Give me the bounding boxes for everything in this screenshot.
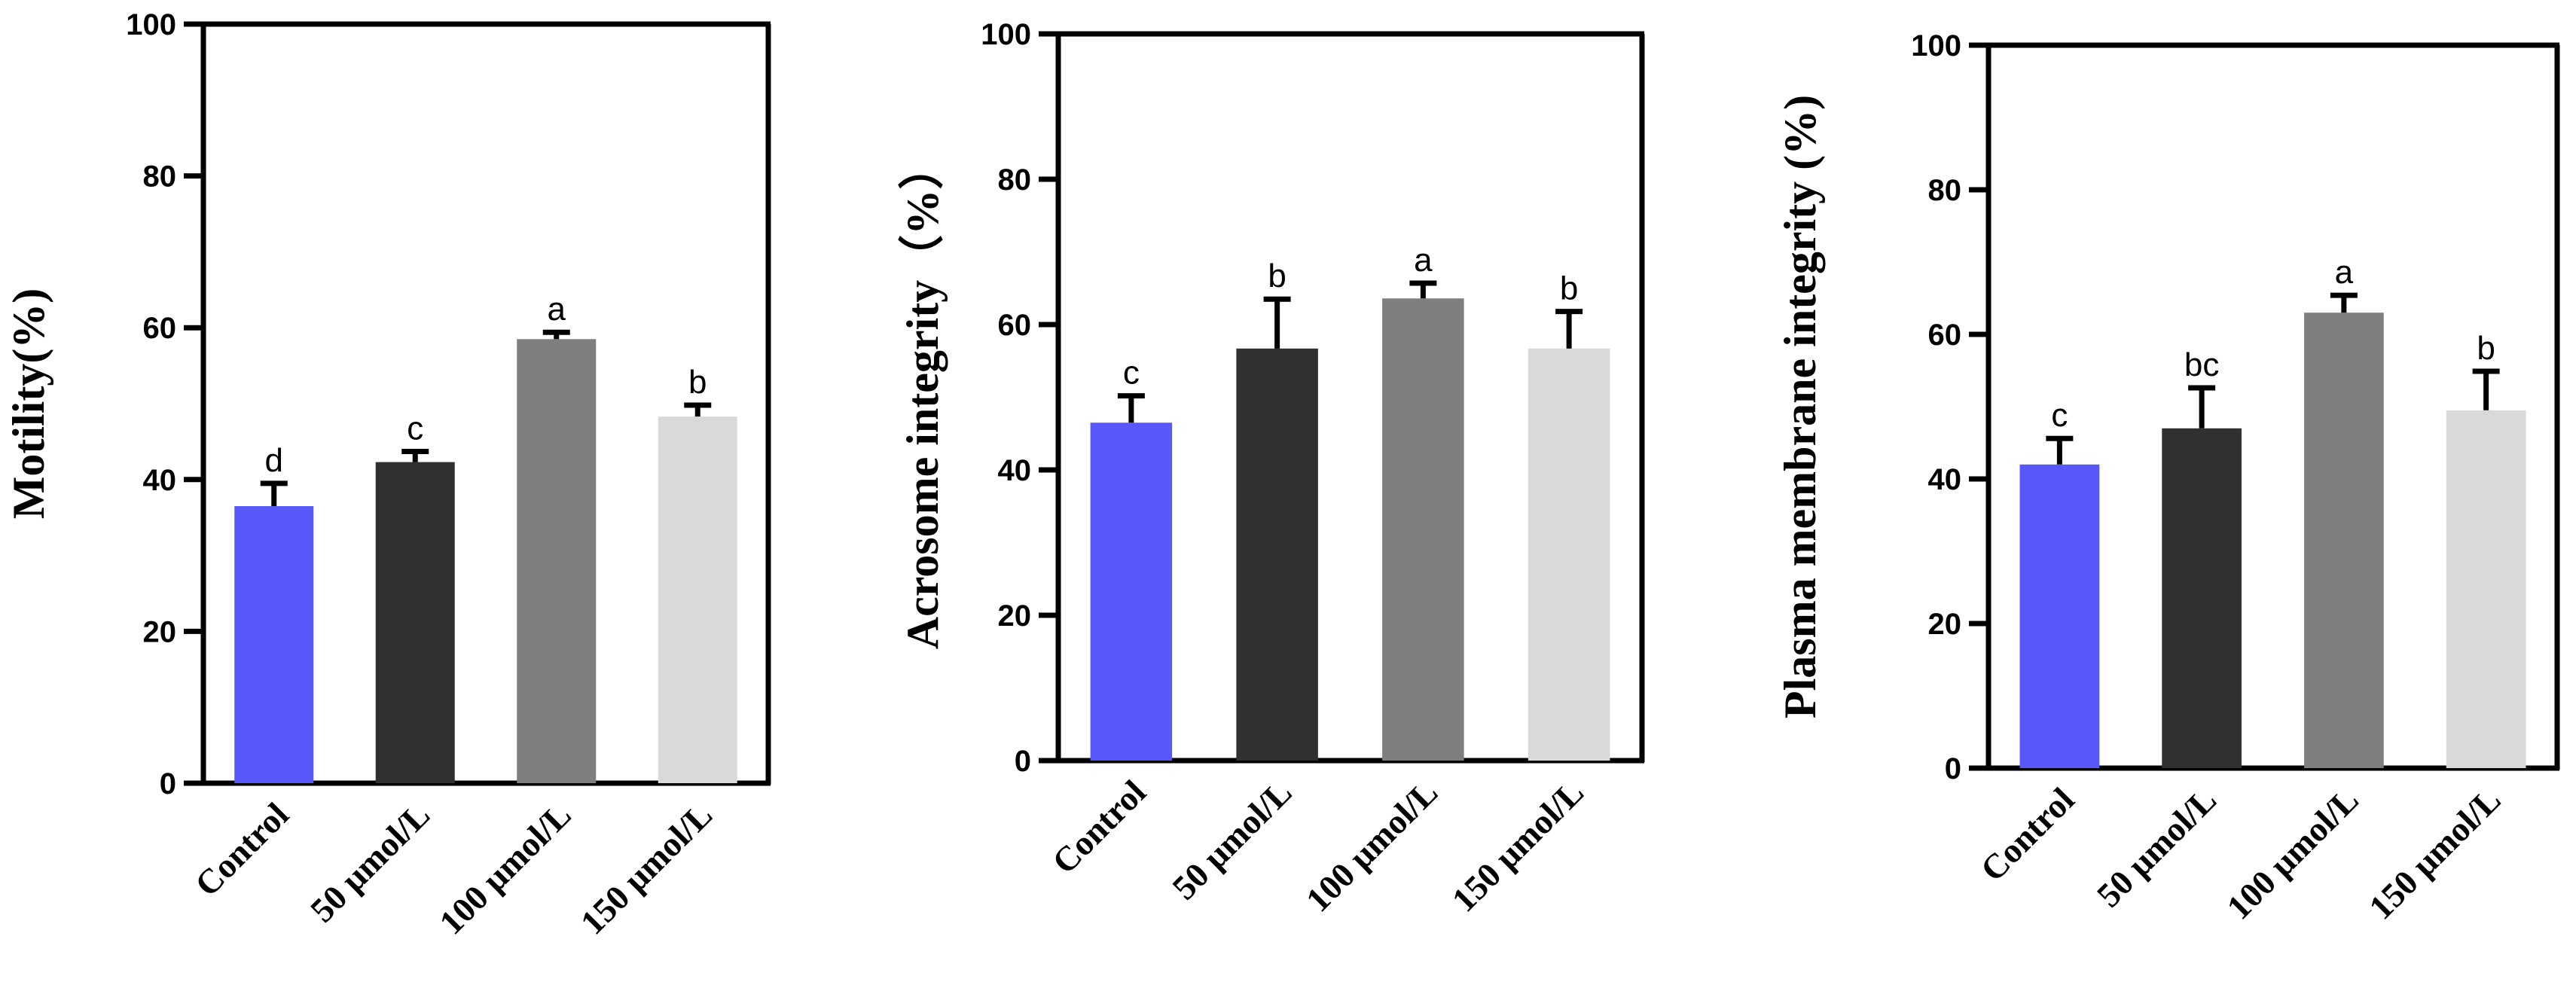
y-tick-label: 100 — [1911, 29, 1961, 63]
bar — [517, 339, 597, 783]
significance-label: c — [1123, 355, 1140, 392]
category-label: 100 μmol/L — [1299, 773, 1445, 919]
category-label: 150 μmol/L — [573, 795, 720, 942]
y-tick-label: 0 — [1015, 745, 1031, 778]
bar — [1090, 422, 1173, 761]
y-axis-title: Acrosome integrity（%） — [897, 145, 948, 649]
bar — [1382, 298, 1464, 761]
bar — [1236, 348, 1318, 761]
bar — [2019, 464, 2100, 768]
category-label: Control — [188, 795, 296, 904]
y-tick-label: 20 — [143, 615, 177, 648]
category-label: Control — [1045, 773, 1153, 881]
category-label: 100 μmol/L — [432, 795, 578, 942]
y-tick-label: 60 — [998, 309, 1032, 342]
significance-label: b — [1560, 270, 1578, 307]
significance-label: c — [2051, 397, 2068, 434]
y-tick-label: 40 — [998, 454, 1032, 487]
bar — [375, 462, 455, 783]
significance-label: b — [2477, 330, 2495, 367]
significance-label: b — [688, 364, 707, 401]
category-label: 150 μmol/L — [1445, 773, 1592, 919]
y-tick-label: 80 — [1928, 174, 1962, 207]
y-tick-label: 100 — [981, 18, 1031, 51]
bar — [2162, 428, 2242, 768]
y-tick-label: 80 — [998, 163, 1032, 197]
y-tick-label: 40 — [1928, 463, 1962, 496]
y-tick-label: 60 — [1928, 319, 1962, 352]
significance-label: d — [265, 442, 283, 479]
y-tick-label: 40 — [143, 464, 177, 497]
category-label: 100 μmol/L — [2219, 780, 2366, 927]
bar — [234, 506, 314, 783]
category-label: 50 μmol/L — [1164, 773, 1299, 907]
significance-label: a — [548, 291, 566, 328]
y-tick-label: 20 — [1928, 608, 1962, 641]
bar — [2446, 410, 2526, 768]
y-tick-label: 60 — [143, 312, 177, 345]
bar — [1528, 348, 1610, 761]
y-axis-title: Motility(%) — [4, 288, 53, 520]
category-label: Control — [1973, 780, 2082, 889]
significance-label: a — [2335, 254, 2354, 291]
y-tick-label: 0 — [160, 767, 176, 801]
bar — [658, 416, 737, 783]
y-tick-label: 100 — [126, 8, 176, 41]
y-tick-label: 20 — [998, 599, 1032, 633]
significance-label: a — [1414, 242, 1433, 279]
y-tick-label: 80 — [143, 160, 177, 194]
significance-label: b — [1268, 258, 1286, 294]
category-label: 50 μmol/L — [303, 795, 437, 929]
significance-label: bc — [2184, 346, 2219, 383]
category-label: 50 μmol/L — [2089, 780, 2223, 914]
y-tick-label: 0 — [1945, 752, 1961, 785]
y-axis-title: Plasma membrane integrity (%) — [1775, 95, 1825, 718]
category-label: 150 μmol/L — [2361, 780, 2508, 927]
bar — [2304, 313, 2384, 768]
significance-label: c — [407, 410, 423, 447]
